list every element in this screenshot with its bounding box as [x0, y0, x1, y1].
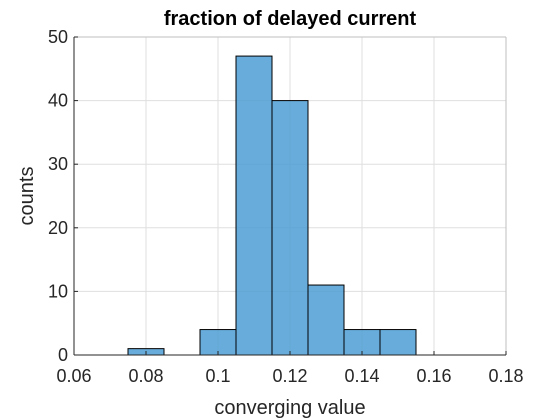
tick-labels: 0.06 0.08 0.1 0.12 0.14 0.16 0.18 0 10 20 30 40 50: [48, 27, 524, 386]
x-axis-label: converging value: [214, 397, 365, 419]
y-tick-label: 40: [48, 91, 68, 111]
x-tick-label: 0.06: [56, 366, 91, 386]
x-tick-label: 0.08: [128, 366, 163, 386]
x-tick-label: 0.12: [272, 366, 307, 386]
x-tick-label: 0.18: [488, 366, 523, 386]
histogram-bars: [127, 55, 417, 356]
y-tick-label: 50: [48, 27, 68, 47]
y-tick-label: 0: [58, 345, 68, 365]
histogram-bar: [379, 329, 417, 356]
axes: [73, 36, 507, 356]
histogram-bar: [343, 329, 381, 356]
y-axis-label: counts: [16, 167, 38, 226]
x-tick-label: 0.16: [416, 366, 451, 386]
histogram-bar: [307, 284, 345, 356]
chart-title: fraction of delayed current: [164, 8, 417, 30]
y-tick-label: 20: [48, 218, 68, 238]
y-tick-label: 10: [48, 281, 68, 301]
x-tick-label: 0.14: [344, 366, 379, 386]
histogram-bar: [235, 55, 273, 356]
x-tick-label: 0.1: [205, 366, 230, 386]
y-tick-label: 30: [48, 154, 68, 174]
histogram-bar: [271, 100, 309, 356]
